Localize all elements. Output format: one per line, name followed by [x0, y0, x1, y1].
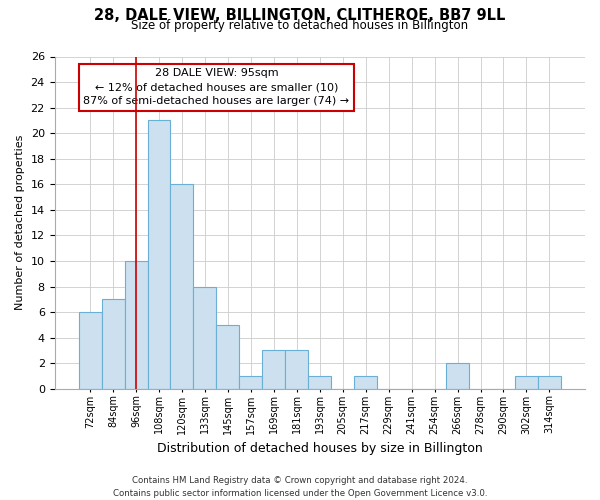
Bar	[446, 363, 469, 388]
Bar	[354, 376, 377, 388]
Bar	[239, 376, 262, 388]
Bar	[538, 376, 561, 388]
Bar	[125, 261, 148, 388]
Bar	[170, 184, 193, 388]
Text: Contains HM Land Registry data © Crown copyright and database right 2024.
Contai: Contains HM Land Registry data © Crown c…	[113, 476, 487, 498]
Bar	[79, 312, 101, 388]
Text: Size of property relative to detached houses in Billington: Size of property relative to detached ho…	[131, 19, 469, 32]
Bar	[286, 350, 308, 389]
Bar	[193, 286, 217, 388]
Text: 28 DALE VIEW: 95sqm
← 12% of detached houses are smaller (10)
87% of semi-detach: 28 DALE VIEW: 95sqm ← 12% of detached ho…	[83, 68, 349, 106]
Bar	[148, 120, 170, 388]
Bar	[262, 350, 286, 389]
Y-axis label: Number of detached properties: Number of detached properties	[15, 135, 25, 310]
Bar	[217, 325, 239, 388]
Bar	[515, 376, 538, 388]
X-axis label: Distribution of detached houses by size in Billington: Distribution of detached houses by size …	[157, 442, 482, 455]
Text: 28, DALE VIEW, BILLINGTON, CLITHEROE, BB7 9LL: 28, DALE VIEW, BILLINGTON, CLITHEROE, BB…	[94, 8, 506, 22]
Bar	[101, 300, 125, 388]
Bar	[308, 376, 331, 388]
